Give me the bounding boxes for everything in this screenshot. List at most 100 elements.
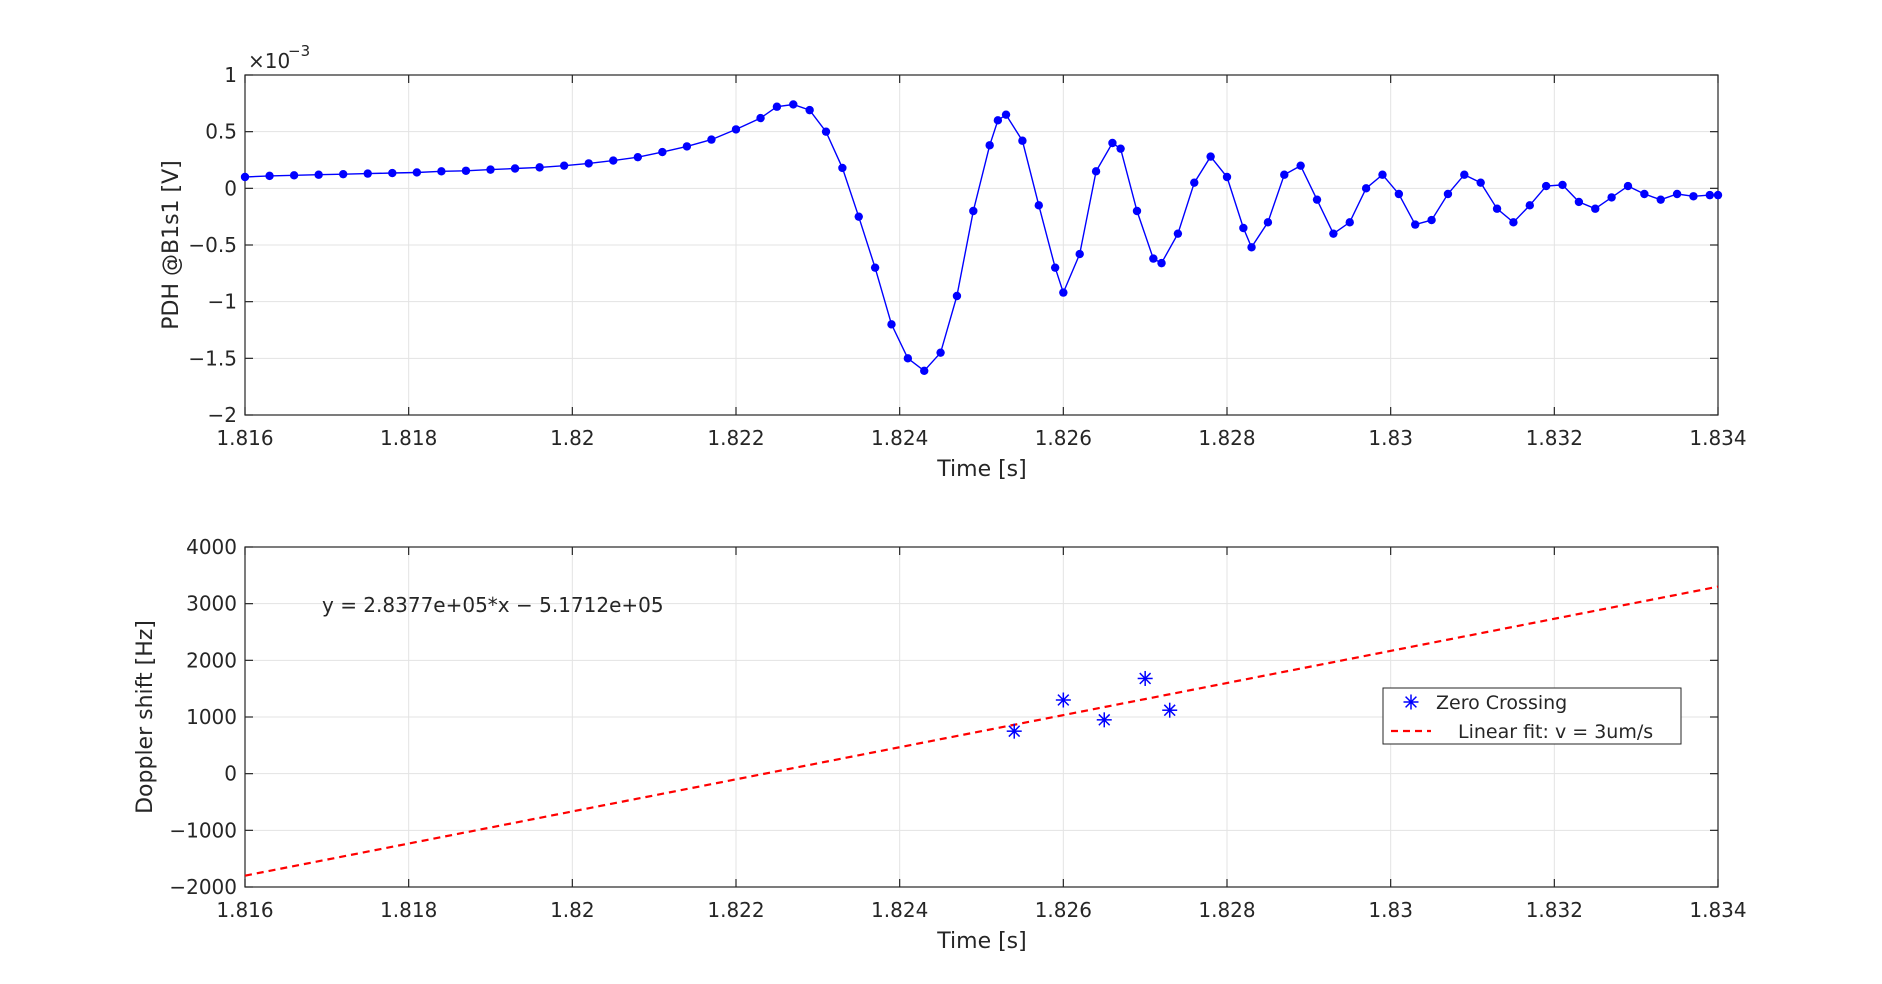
- pdh-data-point: [1361, 184, 1371, 193]
- x-tick-label: 1.828: [1198, 426, 1255, 450]
- pdh-data-point: [265, 171, 274, 181]
- zero-crossing-point: [1055, 692, 1071, 708]
- x-tick-label: 1.824: [871, 898, 928, 922]
- pdh-data-point: [289, 171, 299, 180]
- pdh-data-point: [1206, 152, 1215, 161]
- pdh-data-point: [1427, 215, 1436, 225]
- pdh-data-point: [1312, 195, 1322, 204]
- pdh-data-point: [314, 170, 323, 179]
- pdh-data-point: [1411, 220, 1420, 229]
- pdh-grid: [245, 75, 1718, 415]
- y-tick-label: −1000: [169, 818, 237, 842]
- doppler-y-ticks: 4000 3000 2000 1000 0 −1000 −2000: [169, 535, 1718, 899]
- x-tick-label: 1.826: [1035, 426, 1092, 450]
- x-tick-label: 1.83: [1368, 426, 1413, 450]
- x-tick-label: 1.818: [380, 426, 437, 450]
- y-tick-label: −1: [208, 290, 237, 314]
- pdh-data-point: [682, 142, 692, 151]
- y-tick-label: 3000: [186, 592, 237, 616]
- y-tick-label: 1: [224, 63, 237, 87]
- pdh-data-point: [437, 167, 446, 176]
- pdh-data-point: [1149, 254, 1158, 263]
- pdh-data-point: [1476, 178, 1485, 187]
- x-tick-label: 1.83: [1368, 898, 1413, 922]
- pdh-data-point: [1190, 178, 1199, 187]
- pdh-data-point: [854, 212, 863, 221]
- pdh-data-point: [952, 291, 962, 301]
- y-tick-label: −0.5: [188, 233, 237, 257]
- x-tick-label: 1.816: [216, 426, 273, 450]
- pdh-data-point: [1623, 181, 1633, 191]
- pdh-data-point: [1247, 243, 1256, 252]
- pdh-data-point: [1460, 170, 1469, 179]
- pdh-data-point: [633, 152, 642, 162]
- pdh-data-point: [1018, 136, 1027, 145]
- doppler-x-axis-label: Time [s]: [936, 929, 1026, 954]
- pdh-data-point: [1280, 170, 1289, 179]
- pdh-data-point: [1091, 167, 1101, 176]
- pdh-data-point: [920, 366, 929, 375]
- legend: Zero Crossing Linear fit: v = 3um/s: [1382, 687, 1682, 745]
- y-tick-label: −1.5: [188, 346, 237, 370]
- x-tick-label: 1.818: [380, 898, 437, 922]
- pdh-data-point: [1108, 138, 1117, 148]
- pdh-data-point: [559, 161, 569, 170]
- pdh-data-point: [993, 116, 1003, 125]
- pdh-data-point: [339, 169, 348, 179]
- pdh-data-point: [1345, 218, 1354, 227]
- pdh-data-point: [1329, 229, 1338, 238]
- pdh-data-point: [903, 354, 913, 363]
- zero-crossing-point: [1162, 702, 1178, 718]
- pdh-data-point: [1672, 189, 1682, 199]
- y-tick-label: 0: [224, 176, 237, 200]
- pdh-data-point: [870, 263, 880, 272]
- pdh-y-ticks: 1 0.5 0 −0.5 −1 −1.5 −2: [188, 63, 1718, 427]
- y-tick-label: −2: [208, 403, 237, 427]
- legend-zero-crossing-marker: [1403, 694, 1419, 710]
- pdh-data-point: [1541, 181, 1551, 191]
- pdh-data-point: [1116, 144, 1125, 153]
- pdh-data-point: [1034, 201, 1043, 210]
- legend-box: [1382, 687, 1682, 745]
- pdh-data-point: [461, 166, 471, 175]
- pdh-data-point: [1132, 206, 1142, 216]
- pdh-data-point: [1689, 192, 1698, 201]
- pdh-data-point: [1075, 249, 1084, 259]
- pdh-data-point: [1713, 190, 1723, 200]
- pdh-data-point: [1607, 193, 1616, 202]
- x-tick-label: 1.828: [1198, 898, 1255, 922]
- pdh-data-point: [486, 165, 495, 174]
- pdh-data-point: [1239, 223, 1248, 233]
- x-tick-label: 1.822: [707, 426, 764, 450]
- pdh-data-point: [1656, 195, 1665, 204]
- pdh-signal-line: [244, 103, 1718, 372]
- y-tick-label: 0: [224, 762, 237, 786]
- pdh-data-point: [1378, 170, 1387, 179]
- pdh-data-point: [510, 164, 520, 173]
- pdh-data-point: [1394, 189, 1404, 199]
- doppler-y-axis-label: Doppler shift [Hz]: [133, 620, 158, 814]
- pdh-data-point: [936, 348, 945, 357]
- pdh-data-point: [1173, 229, 1183, 238]
- pdh-y-exponent-base: ×10: [248, 49, 290, 73]
- pdh-data-point: [1050, 263, 1060, 272]
- legend-linear-fit-label: Linear fit: v = 3um/s: [1458, 721, 1653, 743]
- pdh-data-point: [838, 163, 847, 173]
- pdh-data-point: [658, 147, 667, 157]
- pdh-data-point: [821, 127, 831, 136]
- doppler-plot: 1.816 1.818 1.82 1.822 1.824 1.826 1.828 1.83 1.…: [133, 535, 1747, 954]
- pdh-data-point: [1525, 201, 1534, 210]
- pdh-data-point: [756, 113, 765, 123]
- pdh-data-point: [985, 141, 994, 150]
- pdh-data-point: [240, 172, 250, 182]
- pdh-x-axis-label: Time [s]: [936, 457, 1026, 482]
- pdh-data-point: [772, 102, 782, 111]
- pdh-data-point: [805, 105, 814, 115]
- pdh-data-point: [1574, 197, 1584, 207]
- x-tick-label: 1.832: [1526, 898, 1583, 922]
- doppler-x-ticks: 1.816 1.818 1.82 1.822 1.824 1.826 1.828 1.83 1.…: [216, 547, 1747, 922]
- pdh-data-point: [789, 100, 798, 109]
- pdh-data-point: [1705, 190, 1715, 200]
- pdh-plot: 1.816 1.818 1.82 1.822 1.824 1.826 1.828 1.83 1.…: [159, 42, 1747, 482]
